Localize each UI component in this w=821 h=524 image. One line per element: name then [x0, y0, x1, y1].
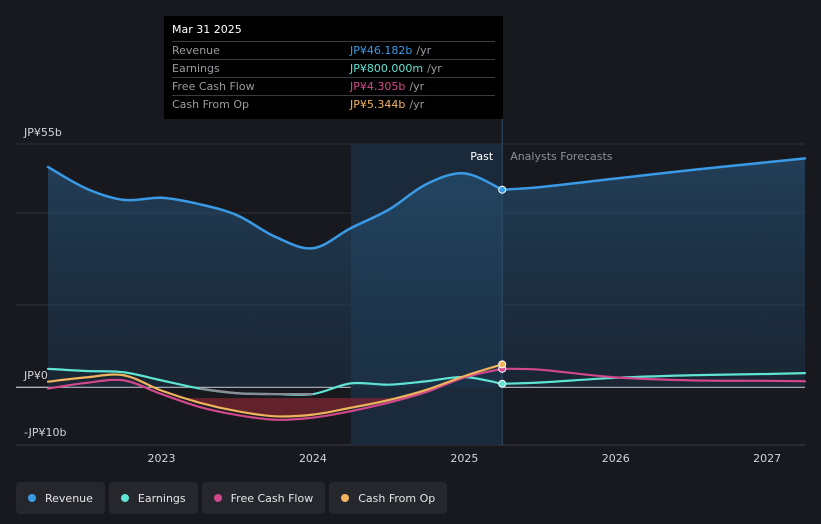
tooltip-unit: /yr [427, 62, 442, 75]
x-tick-label: 2027 [753, 452, 781, 465]
legend: Revenue Earnings Free Cash Flow Cash Fro… [16, 482, 448, 514]
tooltip-date: Mar 31 2025 [172, 23, 242, 36]
tooltip-label: Revenue [172, 44, 220, 57]
chart: JP¥55b JP¥0 -JP¥10b 2023 2024 2025 2026 2027 Pas… [16, 118, 807, 465]
tooltip-label: Earnings [172, 62, 220, 75]
forecast-label: Analysts Forecasts [510, 150, 613, 163]
free-cash-flow-past-line [46, 367, 504, 421]
earnings-marker [498, 379, 507, 388]
revenue-marker [498, 185, 507, 194]
revenue-past-line [46, 165, 504, 250]
cash-from-op-marker [498, 360, 507, 369]
legend-item-revenue[interactable]: Revenue [16, 482, 105, 514]
x-tick-label: 2026 [602, 452, 630, 465]
y-tick-label: -JP¥10b [24, 426, 66, 439]
tooltip-value: JP¥46.182b [350, 44, 413, 57]
earnings-negative-segment [199, 387, 313, 396]
legend-item-free-cash-flow[interactable]: Free Cash Flow [201, 482, 326, 514]
x-tick-label: 2025 [450, 452, 478, 465]
negative-cash-area [183, 398, 398, 417]
tooltip-row-free-cash-flow: Free Cash Flow JP¥4.305b /yr [172, 77, 495, 95]
past-label: Past [470, 150, 494, 163]
tooltip-value: JP¥5.344b [350, 98, 406, 111]
cash-from-op-past-line [46, 363, 504, 418]
legend-label: Revenue [45, 491, 93, 505]
tooltip-value: JP¥4.305b [350, 80, 406, 93]
hover-tooltip: Mar 31 2025 Revenue JP¥46.182b /yr Earni… [164, 16, 503, 119]
x-tick-label: 2024 [299, 452, 327, 465]
revenue-dot-icon [28, 494, 36, 502]
tooltip-value: JP¥800.000m [350, 62, 424, 75]
legend-label: Earnings [137, 491, 186, 505]
free-cash-flow-dot-icon [213, 494, 222, 502]
y-tick-label: JP¥55b [23, 126, 62, 139]
tooltip-label: Free Cash Flow [172, 80, 255, 93]
tooltip-unit: /yr [409, 80, 425, 93]
revenue-area [48, 158, 805, 388]
tooltip-unit: /yr [409, 98, 425, 111]
tooltip-row-earnings: Earnings JP¥800.000m /yr [172, 59, 495, 77]
tooltip-row-cash-from-op: Cash From Op JP¥5.344b /yr [172, 95, 495, 113]
legend-item-earnings[interactable]: Earnings [108, 482, 198, 514]
revenue-forecast-line [500, 157, 807, 191]
tooltip-unit: /yr [416, 44, 432, 57]
legend-label: Free Cash Flow [230, 491, 314, 505]
y-tick-label: JP¥0 [23, 369, 48, 382]
legend-label: Cash From Op [358, 491, 436, 505]
earnings-forecast-line [501, 372, 807, 385]
negative-area [183, 398, 398, 417]
free-cash-flow-forecast-line [501, 367, 807, 383]
earnings-dot-icon [120, 494, 129, 502]
tooltip-label: Cash From Op [172, 98, 250, 111]
x-tick-label: 2023 [148, 452, 176, 465]
legend-item-cash-from-op[interactable]: Cash From Op [329, 482, 448, 514]
tooltip-row-revenue: Revenue JP¥46.182b /yr [172, 41, 495, 59]
cash-from-op-dot-icon [341, 494, 350, 502]
